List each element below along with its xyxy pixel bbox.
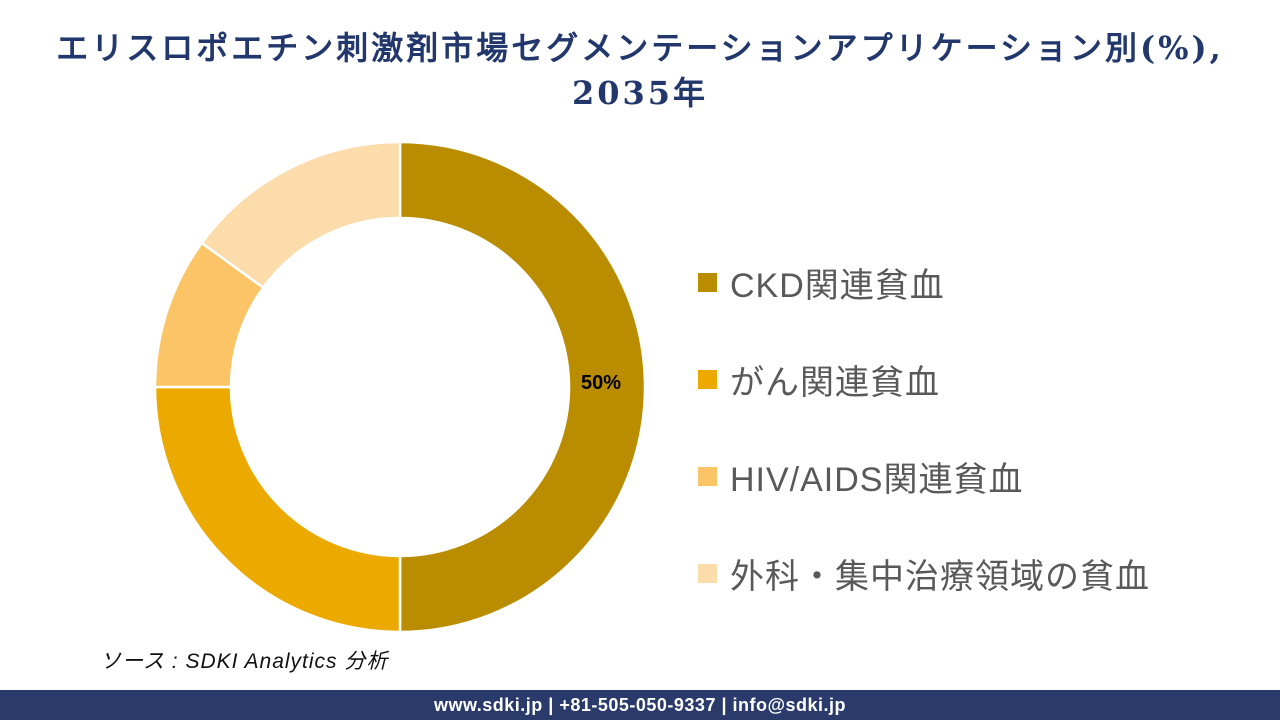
legend: CKD関連貧血 がん関連貧血 HIV/AIDS関連貧血 外科・集中治療領域の貧血 <box>698 262 1150 596</box>
legend-item-ckd: CKD関連貧血 <box>698 262 1150 305</box>
donut-slice-4 <box>200 140 402 290</box>
chart-title: エリスロポエチン刺激剤市場セグメンテーションアプリケーション別(%), 2035年 <box>0 26 1280 116</box>
legend-swatch-hiv-aids <box>698 466 717 486</box>
chart-title-line1: エリスロポエチン刺激剤市場セグメンテーションアプリケーション別(%), <box>56 29 1224 67</box>
donut-svg: 50% <box>153 140 647 634</box>
legend-label-surgery-icu: 外科・集中治療領域の貧血 <box>730 557 1150 596</box>
source-note: ソース : SDKI Analytics 分析 <box>100 650 389 673</box>
legend-label-ckd: CKD関連貧血 <box>730 266 945 305</box>
legend-item-hiv-aids: HIV/AIDS関連貧血 <box>698 456 1150 499</box>
legend-label-hiv-aids: HIV/AIDS関連貧血 <box>730 460 1024 499</box>
legend-label-cancer: がん関連貧血 <box>730 363 940 402</box>
donut-chart: 50% <box>140 127 660 647</box>
donut-slice-1 <box>398 140 647 634</box>
legend-swatch-ckd <box>698 272 717 292</box>
donut-data-label-1: 50% <box>581 372 621 394</box>
donut-slice-2 <box>153 385 402 634</box>
legend-swatch-cancer <box>698 369 717 389</box>
chart-title-line2: 2035年 <box>571 74 709 112</box>
legend-swatch-surgery-icu <box>698 563 717 583</box>
legend-item-surgery-icu: 外科・集中治療領域の貧血 <box>698 553 1150 596</box>
footer-contact-text: www.sdki.jp | +81-505-050-9337 | info@sd… <box>433 694 847 715</box>
footer-bar: www.sdki.jp | +81-505-050-9337 | info@sd… <box>0 690 1280 720</box>
legend-item-cancer: がん関連貧血 <box>698 359 1150 402</box>
